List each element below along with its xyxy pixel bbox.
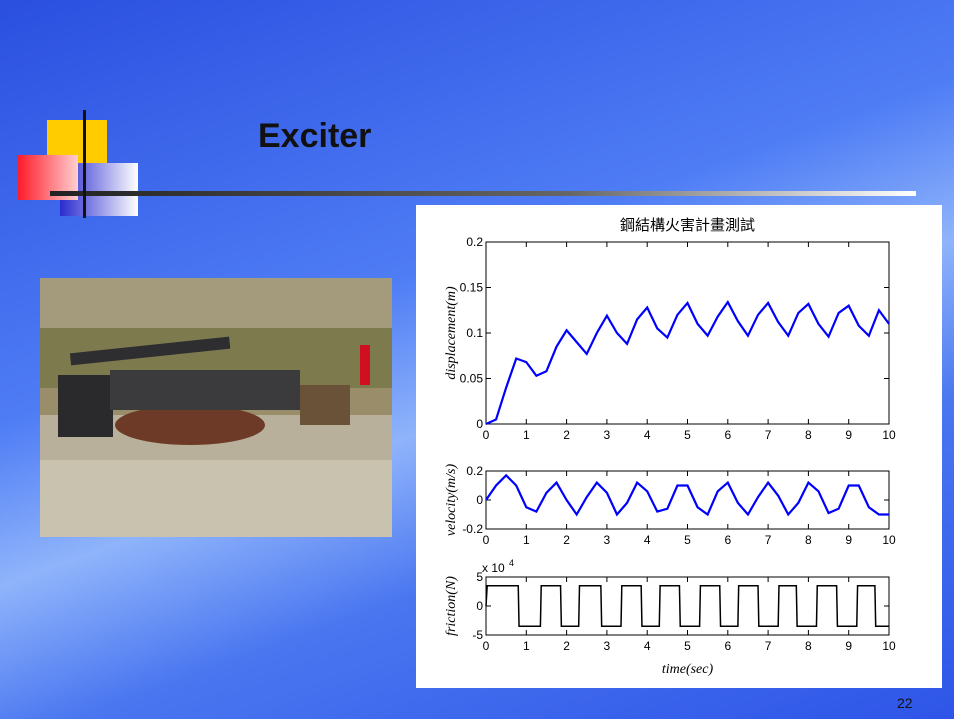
y-tick-label: 0 xyxy=(476,417,483,431)
x-tick-label: 2 xyxy=(563,428,570,442)
x-tick-label: 10 xyxy=(882,639,896,653)
x-tick-label: 5 xyxy=(684,639,691,653)
x-tick-label: 8 xyxy=(805,639,812,653)
data-line xyxy=(486,302,889,424)
x-tick-label: 5 xyxy=(684,428,691,442)
axes-frame xyxy=(486,471,889,529)
x-tick-label: 8 xyxy=(805,428,812,442)
y-multiplier-exponent: 4 xyxy=(509,558,514,568)
y-tick-label: -5 xyxy=(472,628,483,642)
x-tick-label: 8 xyxy=(805,533,812,547)
x-tick-label: 0 xyxy=(483,428,490,442)
x-tick-label: 2 xyxy=(563,533,570,547)
x-tick-label: 4 xyxy=(644,533,651,547)
x-tick-label: 4 xyxy=(644,428,651,442)
x-tick-label: 1 xyxy=(523,428,530,442)
figure: 01234567891000.050.10.150.2鋼結構火害計畫測試disp… xyxy=(0,0,954,719)
x-tick-label: 3 xyxy=(604,428,611,442)
x-tick-label: 3 xyxy=(604,639,611,653)
y-tick-label: 0.05 xyxy=(460,372,484,386)
x-tick-label: 6 xyxy=(724,428,731,442)
x-tick-label: 2 xyxy=(563,639,570,653)
y-tick-label: 0.15 xyxy=(460,281,484,295)
x-tick-label: 9 xyxy=(845,428,852,442)
y-tick-label: 0 xyxy=(476,493,483,507)
data-line xyxy=(486,586,889,627)
x-tick-label: 0 xyxy=(483,639,490,653)
y-axis-label: friction(N) xyxy=(444,576,459,636)
y-axis-label: displacement(m) xyxy=(444,286,459,380)
x-tick-label: 9 xyxy=(845,639,852,653)
y-tick-label: 0.2 xyxy=(466,464,483,478)
x-tick-label: 4 xyxy=(644,639,651,653)
x-tick-label: 5 xyxy=(684,533,691,547)
x-tick-label: 10 xyxy=(882,428,896,442)
x-tick-label: 6 xyxy=(724,533,731,547)
y-tick-label: 0.1 xyxy=(466,326,483,340)
x-tick-label: 6 xyxy=(724,639,731,653)
y-multiplier: x 10 xyxy=(482,561,505,575)
x-tick-label: 3 xyxy=(604,533,611,547)
axes-frame xyxy=(486,242,889,424)
x-tick-label: 1 xyxy=(523,533,530,547)
chart-title: 鋼結構火害計畫測試 xyxy=(620,216,755,234)
x-axis-label: time(sec) xyxy=(662,662,714,677)
x-tick-label: 1 xyxy=(523,639,530,653)
y-tick-label: 0.2 xyxy=(466,235,483,249)
x-tick-label: 9 xyxy=(845,533,852,547)
slide: Exciter 22 01234567891000.050.10.150.2鋼結… xyxy=(0,0,954,719)
x-tick-label: 7 xyxy=(765,428,772,442)
y-tick-label: -0.2 xyxy=(462,522,483,536)
x-tick-label: 0 xyxy=(483,533,490,547)
y-tick-label: 0 xyxy=(476,599,483,613)
x-tick-label: 7 xyxy=(765,533,772,547)
x-tick-label: 7 xyxy=(765,639,772,653)
y-axis-label: velocity(m/s) xyxy=(444,464,459,537)
data-line xyxy=(486,475,889,514)
x-tick-label: 10 xyxy=(882,533,896,547)
